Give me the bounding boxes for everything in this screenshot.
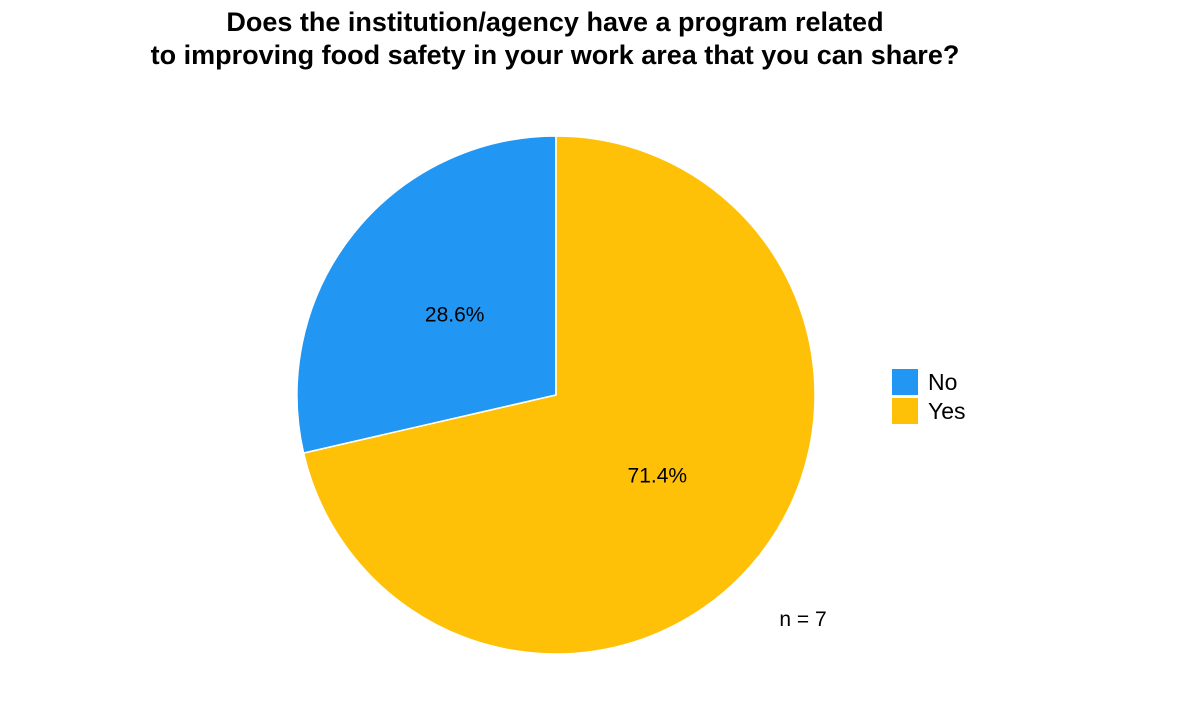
slice-label-no: 28.6% [425,303,485,326]
legend-swatch-yes [892,398,918,424]
pie-slice-no [296,135,557,454]
legend-swatch-no [892,369,918,395]
chart-title: Does the institution/agency have a progr… [0,6,1110,72]
legend-label-yes: Yes [928,398,966,424]
chart-title-line-2: to improving food safety in your work ar… [150,40,960,70]
chart-title-line-1: Does the institution/agency have a progr… [226,7,884,37]
pie-slices [296,135,816,655]
legend: No Yes [892,369,966,424]
sample-size-note: n = 7 [779,608,826,631]
slice-label-yes: 71.4% [628,465,688,488]
pie-slice-yes [302,135,816,655]
slice-labels: 28.6% 71.4% [425,303,687,487]
legend-label-no: No [928,369,957,395]
